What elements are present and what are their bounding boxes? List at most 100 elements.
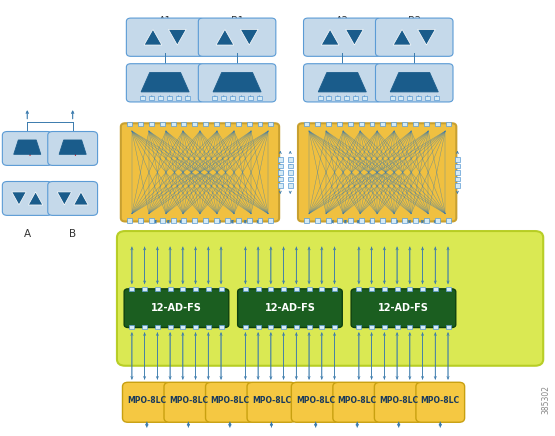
Bar	[203, 218, 208, 223]
FancyBboxPatch shape	[376, 64, 453, 102]
Bar	[455, 164, 460, 168]
Polygon shape	[57, 192, 72, 205]
Bar	[356, 325, 361, 329]
Bar	[140, 96, 145, 100]
FancyBboxPatch shape	[121, 123, 279, 221]
Bar	[435, 218, 440, 223]
FancyBboxPatch shape	[376, 18, 453, 56]
Bar	[369, 287, 374, 291]
Polygon shape	[240, 29, 258, 45]
Bar	[181, 218, 186, 223]
Text: 12-AD-FS: 12-AD-FS	[151, 303, 202, 313]
FancyBboxPatch shape	[351, 289, 456, 327]
Bar	[304, 218, 309, 223]
Bar	[315, 218, 320, 223]
Bar	[455, 183, 460, 187]
Text: MPO-8LC: MPO-8LC	[421, 396, 460, 405]
Bar	[424, 122, 429, 126]
Bar	[236, 218, 241, 223]
FancyBboxPatch shape	[124, 289, 229, 327]
Bar	[398, 96, 403, 100]
Bar	[304, 122, 309, 126]
Bar	[129, 287, 134, 291]
Text: A: A	[24, 229, 31, 239]
Bar	[344, 96, 349, 100]
Bar	[158, 96, 163, 100]
Bar	[395, 287, 400, 291]
Bar	[356, 287, 361, 291]
Polygon shape	[74, 192, 88, 205]
Bar	[434, 96, 439, 100]
Text: MPO-8LC: MPO-8LC	[379, 396, 418, 405]
Text: MPO-8LC: MPO-8LC	[296, 396, 335, 405]
Text: MPO-8LC: MPO-8LC	[252, 396, 291, 405]
Bar	[167, 96, 172, 100]
Polygon shape	[168, 29, 186, 45]
FancyBboxPatch shape	[304, 64, 381, 102]
Text: A2: A2	[336, 16, 349, 26]
Bar	[225, 218, 230, 223]
Bar	[278, 157, 282, 161]
FancyBboxPatch shape	[304, 18, 381, 56]
Bar	[225, 122, 230, 126]
Bar	[149, 96, 154, 100]
Bar	[455, 170, 460, 174]
Text: MPO-8LC: MPO-8LC	[169, 396, 208, 405]
Bar	[407, 96, 412, 100]
Bar	[213, 96, 218, 100]
Bar	[278, 183, 282, 187]
Bar	[326, 122, 331, 126]
Bar	[407, 325, 412, 329]
Bar	[256, 325, 261, 329]
Bar	[370, 122, 375, 126]
Bar	[185, 96, 190, 100]
Bar	[433, 325, 438, 329]
Text: MPO-8LC: MPO-8LC	[127, 396, 166, 405]
FancyBboxPatch shape	[333, 382, 382, 422]
Bar	[416, 96, 421, 100]
Polygon shape	[417, 29, 435, 45]
Bar	[193, 325, 198, 329]
Bar	[256, 287, 261, 291]
Bar	[420, 325, 425, 329]
Bar	[287, 177, 292, 181]
Bar	[281, 325, 286, 329]
Bar	[382, 287, 387, 291]
Bar	[287, 170, 292, 174]
Bar	[258, 218, 263, 223]
Bar	[380, 122, 385, 126]
Bar	[180, 287, 185, 291]
Bar	[359, 122, 364, 126]
Bar	[446, 122, 451, 126]
FancyBboxPatch shape	[48, 132, 98, 165]
Bar	[369, 325, 374, 329]
Text: 385302: 385302	[542, 385, 551, 414]
Bar	[281, 287, 286, 291]
Bar	[326, 96, 331, 100]
Bar	[391, 122, 396, 126]
Bar	[319, 287, 324, 291]
Bar	[362, 96, 367, 100]
Bar	[269, 325, 274, 329]
Bar	[155, 287, 160, 291]
Polygon shape	[12, 192, 26, 205]
Bar	[269, 122, 274, 126]
FancyBboxPatch shape	[117, 231, 543, 366]
FancyBboxPatch shape	[298, 123, 456, 221]
Bar	[278, 177, 282, 181]
Bar	[348, 218, 353, 223]
FancyBboxPatch shape	[205, 382, 254, 422]
Bar	[155, 325, 160, 329]
FancyBboxPatch shape	[2, 181, 52, 215]
FancyBboxPatch shape	[127, 64, 204, 102]
Bar	[127, 122, 132, 126]
Bar	[435, 122, 440, 126]
Bar	[248, 96, 253, 100]
Bar	[382, 325, 387, 329]
Bar	[203, 122, 208, 126]
FancyBboxPatch shape	[247, 382, 296, 422]
FancyBboxPatch shape	[291, 382, 340, 422]
Bar	[306, 325, 311, 329]
Bar	[319, 325, 324, 329]
Bar	[278, 164, 282, 168]
